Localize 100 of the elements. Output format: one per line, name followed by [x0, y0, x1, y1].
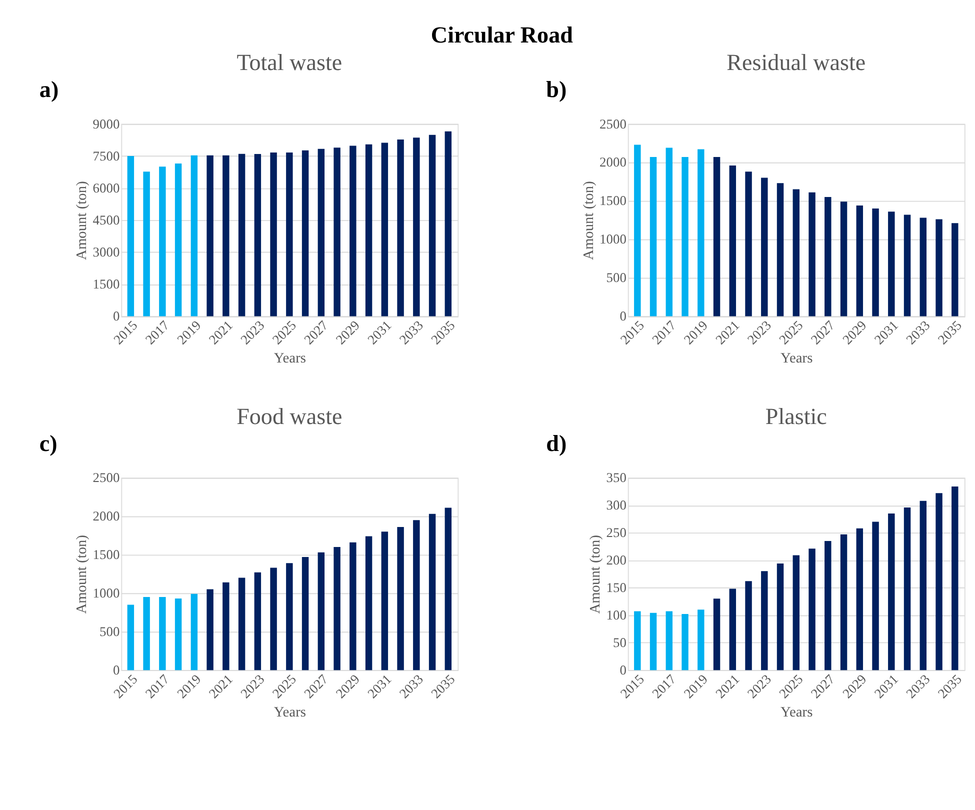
bar — [318, 148, 325, 316]
bar — [920, 500, 927, 670]
bar — [365, 144, 372, 316]
bar — [270, 568, 277, 670]
bar — [952, 223, 958, 316]
bar — [397, 140, 404, 316]
y-tick-label: 250 — [606, 525, 627, 540]
bar — [286, 563, 293, 670]
bar — [444, 508, 452, 670]
bar — [761, 178, 768, 316]
bar — [729, 588, 736, 670]
bar — [713, 157, 720, 316]
bar — [444, 131, 452, 316]
bar — [761, 571, 768, 670]
bar — [222, 155, 230, 316]
bar — [190, 155, 198, 316]
bar — [206, 589, 214, 670]
y-tick-label: 0 — [620, 308, 627, 324]
bar — [381, 142, 388, 316]
x-axis-title: Years — [780, 704, 814, 720]
chart-title: Residual waste — [726, 49, 866, 76]
bar — [206, 155, 214, 316]
bar — [350, 146, 356, 316]
bar — [381, 532, 388, 670]
bar — [792, 555, 800, 670]
bar — [350, 542, 356, 670]
y-tick-label: 9000 — [92, 116, 120, 132]
bar — [872, 208, 879, 316]
bar — [302, 557, 309, 670]
bar — [318, 552, 325, 670]
bar — [127, 156, 134, 316]
bar — [428, 514, 436, 670]
y-tick-label: 1000 — [92, 585, 120, 600]
bar — [222, 582, 230, 670]
y-tick-label: 200 — [606, 552, 627, 568]
y-tick-label: 0 — [112, 308, 120, 324]
y-tick-label: 0 — [620, 662, 627, 678]
bar — [792, 189, 800, 316]
bar — [666, 611, 673, 670]
bar — [397, 527, 404, 670]
y-tick-label: 2000 — [600, 154, 627, 170]
y-tick-label: 2500 — [92, 470, 120, 486]
y-axis-title: Amount (ton) — [588, 534, 604, 614]
bar — [952, 486, 958, 670]
bar — [776, 563, 784, 670]
y-tick-label: 2000 — [92, 508, 120, 524]
bar — [729, 165, 736, 316]
bar — [254, 154, 262, 316]
bar — [666, 148, 673, 316]
bar — [936, 219, 942, 316]
bar — [936, 493, 942, 670]
bar — [698, 149, 704, 316]
bar — [190, 594, 198, 670]
y-tick-label: 6000 — [92, 180, 120, 196]
bar — [888, 212, 895, 316]
bar — [650, 157, 657, 316]
y-tick-label: 2500 — [600, 116, 627, 132]
bar — [888, 513, 895, 670]
bar — [650, 612, 657, 670]
y-tick-label: 500 — [100, 624, 120, 639]
bar — [159, 597, 166, 670]
y-tick-label: 100 — [606, 607, 627, 622]
bar — [143, 172, 150, 316]
bar — [634, 144, 641, 316]
bar — [302, 150, 309, 316]
chart-title: Food waste — [236, 402, 342, 429]
y-tick-label: 3000 — [92, 244, 120, 260]
y-tick-label: 4500 — [92, 212, 120, 228]
bar — [334, 547, 340, 670]
y-tick-label: 150 — [606, 580, 627, 595]
y-tick-label: 500 — [606, 270, 627, 286]
x-axis-title: Years — [274, 704, 306, 720]
bar — [920, 218, 927, 316]
bar — [776, 183, 784, 316]
bar — [238, 154, 246, 316]
bar — [413, 520, 420, 670]
text: b) — [546, 76, 567, 102]
bar — [824, 540, 832, 670]
bar — [698, 610, 704, 670]
bar — [745, 172, 752, 316]
bar — [840, 202, 848, 316]
text: a) — [39, 76, 59, 102]
bar — [808, 192, 816, 316]
bar — [413, 138, 420, 316]
y-axis-title: Amount (ton) — [74, 180, 90, 260]
bar — [254, 572, 262, 670]
bar — [270, 152, 277, 316]
bar — [808, 548, 816, 670]
bar — [286, 152, 293, 316]
bar — [840, 534, 848, 670]
bar — [745, 581, 752, 670]
y-axis-title: Amount (ton) — [74, 534, 90, 614]
bar — [824, 197, 832, 316]
bar — [634, 611, 641, 670]
y-tick-label: 1500 — [92, 276, 120, 292]
text: c) — [39, 430, 58, 456]
bar — [174, 598, 182, 670]
bar — [334, 148, 340, 316]
chart-title: Total waste — [236, 49, 342, 76]
bar — [856, 205, 864, 316]
